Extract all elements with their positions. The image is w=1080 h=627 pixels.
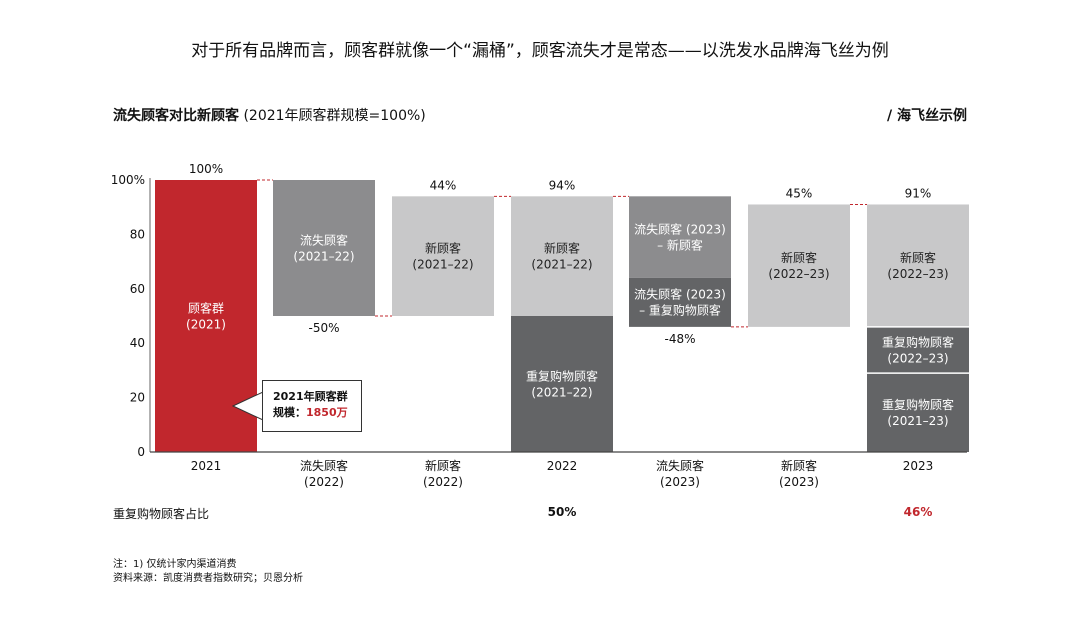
repeat-ratio-label: 重复购物顾客占比 <box>113 507 210 521</box>
bar-segment <box>748 204 850 327</box>
footnotes: 注：1) 仅统计家内渠道消费 资料来源：凯度消费者指数研究；贝恩分析 <box>113 558 303 586</box>
y-tick-label: 60 <box>130 282 145 296</box>
y-tick-label: 20 <box>130 391 145 405</box>
bar-segment <box>511 316 613 452</box>
x-category-label: 2022 <box>547 459 578 473</box>
bar-segment <box>273 180 375 316</box>
callout-value: 1850万 <box>306 406 348 419</box>
bar-segment <box>629 196 731 278</box>
callout-line2-prefix: 规模： <box>273 406 306 419</box>
bar-segment <box>867 326 969 374</box>
bar-segment <box>155 180 257 452</box>
headline: 对于所有品牌而言，顾客群就像一个“漏桶”，顾客流失才是常态——以洗发水品牌海飞丝… <box>191 41 889 61</box>
x-category-label: 流失顾客(2022) <box>300 458 348 489</box>
y-tick-label: 0 <box>137 445 145 459</box>
top-value-label: 94% <box>549 178 576 192</box>
x-category-label: 流失顾客(2023) <box>656 458 704 489</box>
bar-segment <box>867 373 969 452</box>
x-category-label: 2021 <box>191 459 222 473</box>
bar-segment <box>511 196 613 316</box>
repeat-ratio-value: 46% <box>903 505 933 519</box>
segment-label: 流失顾客 (2023) – 重复购物顾客 <box>634 287 726 318</box>
subtitle-bold: 流失顾客对比新顾客 <box>113 108 239 124</box>
segment-label: 流失顾客 (2023) – 新顾客 <box>634 221 726 252</box>
bar-segment <box>867 204 969 327</box>
x-category-label: 新顾客(2023) <box>779 458 819 489</box>
bar-segment <box>392 196 494 316</box>
callout-line1: 2021年顾客群 <box>273 390 348 403</box>
segment-label: 新顾客(2021–22) <box>531 240 592 271</box>
callout-line2: 规模：1850万 <box>273 405 361 421</box>
y-tick-label: 100% <box>111 173 145 187</box>
top-value-label: 91% <box>905 186 932 200</box>
bottom-value-label: -48% <box>664 332 695 346</box>
segment-label: 重复购物顾客(2021–22) <box>526 368 598 399</box>
subtitle-normal: (2021年顾客群规模=100%) <box>243 108 426 124</box>
y-tick-label: 40 <box>130 336 145 350</box>
segment-label: 流失顾客(2021–22) <box>293 232 354 263</box>
footnote-1: 注：1) 仅统计家内渠道消费 <box>113 559 237 570</box>
segment-label: 新顾客(2021–22) <box>412 240 473 271</box>
segment-label: 顾客群(2021) <box>186 300 226 331</box>
segment-label: 新顾客(2022–23) <box>887 250 948 281</box>
segment-label: 重复购物顾客(2022–23) <box>882 334 954 365</box>
scale-callout: 2021年顾客群 规模：1850万 <box>262 380 362 432</box>
segment-label: 新顾客(2022–23) <box>768 250 829 281</box>
bar-segment <box>629 277 731 327</box>
bottom-value-label: -50% <box>308 321 339 335</box>
example-label: / 海飞丝示例 <box>887 108 967 124</box>
top-value-label: 100% <box>189 162 223 176</box>
chart-subtitle: 流失顾客对比新顾客 (2021年顾客群规模=100%) <box>113 105 426 125</box>
top-value-label: 44% <box>430 178 457 192</box>
repeat-ratio-value: 50% <box>547 505 577 519</box>
footnote-source: 资料来源：凯度消费者指数研究；贝恩分析 <box>113 573 303 584</box>
x-category-label: 2023 <box>903 459 934 473</box>
top-value-label: 45% <box>786 186 813 200</box>
x-category-label: 新顾客(2022) <box>423 458 463 489</box>
y-tick-label: 80 <box>130 227 145 241</box>
segment-label: 重复购物顾客(2021–23) <box>882 397 954 428</box>
